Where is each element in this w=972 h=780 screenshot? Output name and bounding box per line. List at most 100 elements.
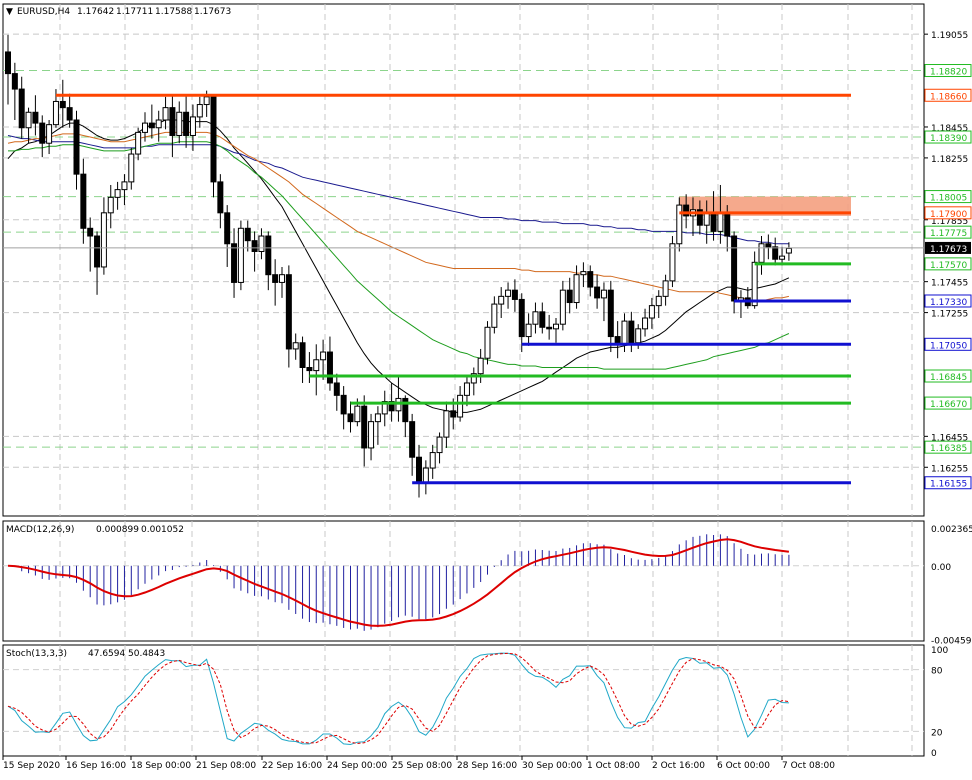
candle-body (559, 289, 566, 325)
candle-body (450, 410, 457, 418)
candle-body (758, 243, 765, 263)
price-tag-label: 1.18660 (930, 92, 967, 102)
price-tag-label: 1.17570 (930, 261, 967, 271)
candle-body (717, 212, 724, 232)
x-tick-label: 28 Sep 16:00 (457, 761, 517, 771)
price-tag-label: 1.16385 (930, 444, 967, 454)
x-tick-label: 6 Oct 00:00 (717, 761, 770, 771)
y-tick-label: 1.18255 (931, 155, 968, 165)
candle-body (539, 311, 546, 328)
x-tick-label: 15 Sep 2020 (3, 761, 60, 771)
price-tag-box (924, 440, 972, 454)
candle-body (189, 116, 196, 136)
candle-body (135, 131, 142, 155)
candle-body (491, 303, 498, 328)
candle-body (5, 51, 11, 75)
stoch-value: 47.6594 (88, 649, 125, 659)
candle-body (463, 382, 470, 396)
x-tick-label: 18 Sep 00:00 (131, 761, 191, 771)
price-tag-box (924, 88, 972, 102)
y-tick-label: 1.17855 (931, 217, 968, 227)
price-tag-label: 1.16670 (930, 400, 967, 410)
candle-body (532, 311, 539, 325)
candle-body (484, 326, 491, 359)
candle-body (573, 274, 580, 304)
stoch-tick-label: 80 (931, 667, 943, 677)
price-tag-label: 1.18390 (930, 134, 967, 144)
ohlc-value: 1.17673 (194, 7, 231, 17)
candle-body (162, 107, 169, 121)
candle-body (553, 323, 559, 330)
stoch-title: Stoch(13,3,3) (6, 649, 67, 659)
price-tag-box (924, 476, 972, 490)
price-tag-box (924, 206, 972, 220)
price-tag-label: 1.17330 (930, 298, 967, 308)
candle-body (148, 122, 155, 129)
candle-body (196, 104, 203, 118)
candle-body (217, 181, 224, 214)
candle-body (628, 320, 635, 344)
macd-tick-label: 0.00 (931, 563, 951, 573)
candle-body (429, 452, 436, 469)
candle-body (320, 351, 327, 361)
candle-body (669, 243, 676, 282)
candle-body (607, 289, 614, 338)
chart-symbol: EURUSD,H4 (17, 7, 70, 17)
candle-body (751, 261, 758, 307)
candle-body (251, 240, 258, 252)
ohlc-value: 1.17588 (155, 7, 192, 17)
candle-body (525, 323, 532, 338)
stoch-main-line (7, 652, 789, 746)
y-tick-label: 1.19055 (931, 31, 968, 41)
ohlc-value: 1.17642 (77, 7, 114, 17)
candle-body (169, 107, 176, 136)
candle-body (368, 421, 375, 449)
candle-body (600, 289, 607, 299)
candle-body (402, 397, 409, 423)
candle-body (511, 289, 518, 300)
candle-body (457, 394, 464, 418)
price-panel-frame (2, 3, 925, 517)
candle-body (237, 227, 244, 283)
macd-panel-frame (2, 520, 925, 642)
price-tag-box (924, 294, 972, 308)
candle-body (642, 317, 649, 330)
candle-body (395, 397, 402, 412)
y-tick-label: 1.18455 (931, 124, 968, 134)
candle-body (87, 227, 94, 237)
price-tag-box (924, 396, 972, 410)
price-tag-box (924, 369, 972, 383)
x-tick-label: 7 Oct 08:00 (782, 761, 835, 771)
candle-body (299, 342, 306, 369)
candle-body (436, 436, 443, 454)
candle-body (59, 100, 66, 109)
macd-tick-label: 0.002365 (931, 525, 972, 535)
x-tick-label: 24 Sep 00:00 (327, 761, 387, 771)
candle-body (231, 243, 238, 283)
candle-body (518, 298, 525, 338)
candle-body (176, 111, 183, 136)
candle-body (785, 247, 792, 254)
candle-body (265, 235, 272, 276)
candle-body (114, 189, 121, 198)
candle-body (422, 467, 429, 485)
price-tag-box (924, 257, 972, 271)
x-tick-label: 16 Sep 16:00 (66, 761, 126, 771)
price-tag-box (924, 337, 972, 351)
candle-body (477, 357, 484, 375)
candle-body (731, 235, 738, 302)
y-tick-label: 1.17255 (931, 310, 968, 320)
x-tick-label: 25 Sep 08:00 (392, 761, 452, 771)
stoch-panel-frame (2, 644, 925, 757)
price-tag-box (924, 190, 972, 204)
candle-body (696, 209, 703, 226)
candle-body (470, 373, 477, 384)
x-tick-label: 1 Oct 08:00 (587, 761, 640, 771)
candle-body (11, 73, 18, 90)
price-tag-label: 1.16845 (930, 373, 967, 383)
macd-value: 0.001052 (141, 525, 184, 535)
macd-signal-line (7, 538, 790, 627)
candle-body (621, 320, 628, 345)
